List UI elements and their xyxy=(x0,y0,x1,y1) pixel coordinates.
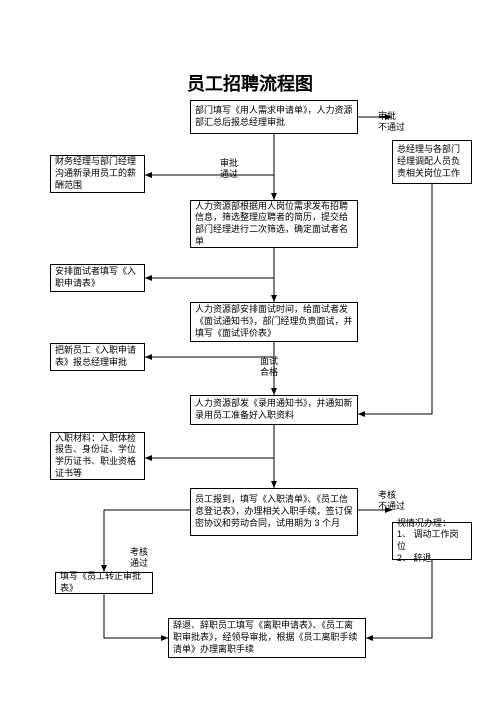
flowchart-node-n3: 财务经理与部门经理沟通新录用员工的薪酬范围 xyxy=(50,155,145,193)
flowchart-node-n11: 视情况办理： 1、 调动工作岗位 2、 辞退 xyxy=(392,522,472,560)
edge-label-0: 审批 不通过 xyxy=(378,111,405,133)
flowchart-node-n6: 人力资源部安排面试时间，给面试者发《面试通知书》，部门经理负责面试，并填写《面试… xyxy=(190,302,358,342)
page-title: 员工招聘流程图 xyxy=(0,70,500,96)
edge-label-1: 审批 通过 xyxy=(220,158,238,180)
flowchart-node-n13: 辞退、辞职员工填写《离职申请表》、《员工离职审批表》，经领导审批，根据《员工离职… xyxy=(168,618,366,658)
edge-label-2: 面试 合格 xyxy=(260,356,278,378)
flowchart-node-n12: 填写《员工转正审批表》 xyxy=(55,572,153,594)
edge-11 xyxy=(366,560,432,638)
edge-13 xyxy=(104,594,168,638)
edge-2 xyxy=(358,184,432,414)
flowchart-node-n4: 人力资源部根据用人岗位需求发布招聘信息，筛选整理应聘者的简历，提交给部门经理进行… xyxy=(190,200,358,248)
edge-label-4: 考核 不通过 xyxy=(378,490,405,512)
flowchart-node-n7: 把新员工《入职申请表》报总经理审批 xyxy=(50,343,145,371)
flowchart-node-n9: 入职材料：入职体检报告、身份证、学位学历证书、职业资格证书等 xyxy=(50,432,145,480)
flowchart-node-n2: 总经理与各部门经理调配人员负责相关岗位工作 xyxy=(392,140,472,184)
flowchart-node-n8: 人力资源部发《录用通知书》，并通知新录用员工准备好入职资料 xyxy=(190,395,358,425)
flowchart-node-n1: 部门填写《用人需求申请单》，人力资源部汇总后报总经理审批 xyxy=(190,100,358,134)
flowchart-node-n5: 安排面试者填写《入职申请表》 xyxy=(50,264,145,292)
flowchart-node-n10: 员工报到，填写《入职清单》、《员工信息登记表》，办理相关入职手续，签订保密协议和… xyxy=(190,488,358,536)
edge-label-3: 考核 通过 xyxy=(130,547,148,569)
